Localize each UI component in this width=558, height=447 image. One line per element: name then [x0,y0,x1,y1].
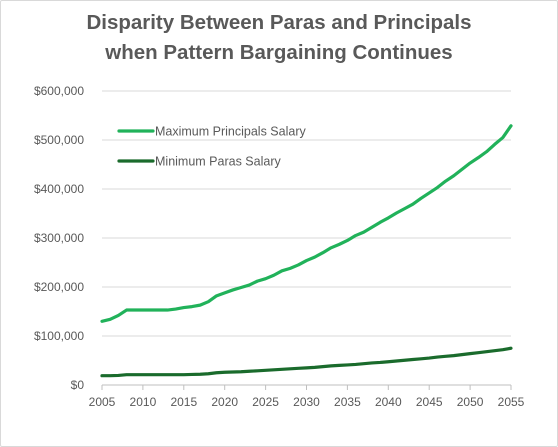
y-tick-label: $0 [71,378,85,392]
chart-title-line-1: Disparity Between Paras and Principals [86,11,472,34]
x-tick-label: 2005 [89,395,116,409]
series-line-minimum-paras-salary [100,346,513,378]
x-tick-label: 2040 [375,395,402,409]
y-tick-label: $400,000 [34,182,84,196]
legend-label: Maximum Principals Salary [155,125,306,139]
y-tick-label: $100,000 [34,329,84,343]
y-tick-label: $600,000 [34,84,84,98]
x-tick-label: 2050 [457,395,484,409]
y-tick-label: $200,000 [34,280,84,294]
y-tick-label: $300,000 [34,231,84,245]
x-tick-label: 2015 [170,395,197,409]
x-tick-label: 2045 [416,395,443,409]
axes: $0 $100,000 $200,000 $300,000 $400,000 $500,0… [34,84,525,409]
series-line-maximum-principals-salary [100,124,513,323]
x-tick-label: 2010 [130,395,157,409]
chart-title: Disparity Between Paras and Principals w… [0,8,558,68]
x-tick-label: 2020 [211,395,238,409]
y-tick-label: $500,000 [34,133,84,147]
x-tick-label: 2025 [252,395,279,409]
legend-label: Minimum Paras Salary [155,155,281,169]
x-tick-label: 2030 [293,395,320,409]
chart-title-line-2: when Pattern Bargaining Continues [105,41,453,64]
gridlines [102,90,511,337]
x-tick-label: 2035 [334,395,361,409]
x-tick-label: 2055 [498,395,525,409]
legend: Maximum Principals Salary Minimum Paras S… [117,125,306,169]
series-lines [100,124,513,378]
